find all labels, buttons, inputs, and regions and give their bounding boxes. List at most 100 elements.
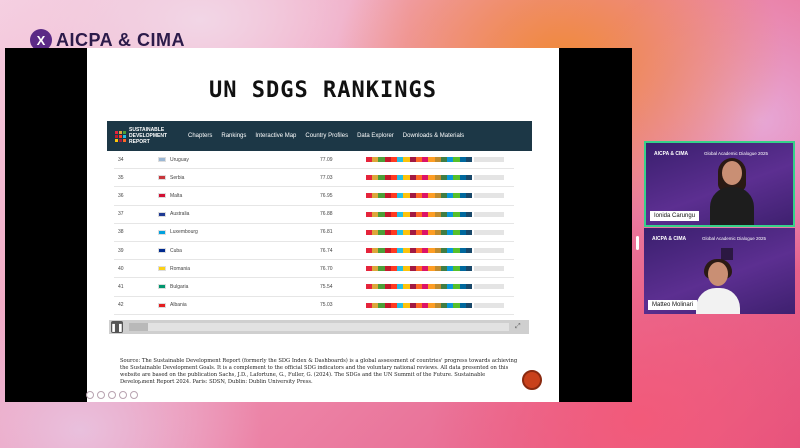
sdg-dashboard-bars <box>366 229 472 235</box>
video-controls: ❚❚ ⤢ <box>109 320 529 334</box>
screen-share-window: UN SDGS RANKINGS SUSTAINABLE DEVELOPMENT… <box>5 48 632 402</box>
country-cell: Romania <box>170 265 191 272</box>
aicpa-logo-icon: X <box>30 29 52 51</box>
nav-data-explorer[interactable]: Data Explorer <box>357 133 394 139</box>
slide-title: UN SDGS RANKINGS <box>209 78 437 103</box>
table-row: 41 Bulgaria 75.54 <box>114 278 514 297</box>
panel-resize-handle[interactable] <box>636 236 639 250</box>
pause-icon[interactable]: ❚❚ <box>110 321 124 333</box>
source-note: Source: The Sustainable Development Repo… <box>120 358 518 385</box>
sdg-dashboard-bars <box>366 284 472 290</box>
score-cell: 76.88 <box>320 211 333 218</box>
tile-event: Global Academic Dialogue 2025 <box>702 236 767 241</box>
toolbar-forward-icon[interactable] <box>97 391 105 399</box>
nav-country-profiles[interactable]: Country Profiles <box>305 133 349 139</box>
trend-bar <box>474 302 504 308</box>
rank-cell: 35 <box>118 174 124 181</box>
rank-cell: 36 <box>118 192 124 199</box>
rank-cell: 34 <box>118 156 124 163</box>
sdg-dots-icon <box>115 130 126 142</box>
sdr-navigation-bar: SUSTAINABLE DEVELOPMENT REPORT Chapters … <box>107 121 532 151</box>
rank-cell: 42 <box>118 302 124 309</box>
rank-cell: 41 <box>118 283 124 290</box>
trend-bar <box>474 248 504 254</box>
table-row: 40 Romania 76.70 <box>114 260 514 279</box>
trend-bar <box>474 266 504 272</box>
country-cell: Malta <box>170 192 183 199</box>
nav-rankings[interactable]: Rankings <box>221 133 247 139</box>
video-progress-fill <box>129 323 148 331</box>
table-row: 36 Malta 76.95 <box>114 187 514 206</box>
toolbar-pen-icon[interactable] <box>108 391 116 399</box>
country-cell: Albania <box>170 302 187 309</box>
table-row: 34 Uruguay 77.09 <box>114 151 514 170</box>
country-cell: Cuba <box>170 247 182 254</box>
trend-bar <box>474 193 504 199</box>
tile-event: Global Academic Dialogue 2025 <box>704 151 769 156</box>
score-cell: 76.70 <box>320 265 333 272</box>
trend-bar <box>474 175 504 181</box>
aicpa-cima-brand: X AICPA & CIMA <box>30 29 185 51</box>
rankings-table: 34 Uruguay 77.09 35 Serbia 77.03 36 Malta 76.95 3… <box>114 151 514 341</box>
tile-brand: AICPA & CIMA <box>654 151 689 157</box>
trend-bar <box>474 211 504 217</box>
sdg-dashboard-bars <box>366 211 472 217</box>
participant-name: Ionida Carungu <box>650 211 700 221</box>
score-cell: 75.03 <box>320 302 333 309</box>
flag-icon <box>158 157 166 163</box>
rank-cell: 40 <box>118 265 124 272</box>
participant-video <box>694 259 742 314</box>
table-row: 37 Australia 76.88 <box>114 206 514 224</box>
country-cell: Australia <box>170 211 190 218</box>
video-progress-track[interactable] <box>129 323 509 331</box>
flag-icon <box>158 284 166 290</box>
trend-bar <box>474 284 504 290</box>
score-cell: 76.81 <box>320 229 333 236</box>
flag-icon <box>158 266 166 272</box>
flag-icon <box>158 175 166 181</box>
toolbar-menu-icon[interactable] <box>130 391 138 399</box>
score-cell: 76.95 <box>320 192 333 199</box>
participant-tile-1[interactable]: AICPA & CIMA Global Academic Dialogue 20… <box>644 141 795 227</box>
country-cell: Uruguay <box>170 156 189 163</box>
sdg-dashboard-bars <box>366 175 472 181</box>
table-row: 38 Luxembourg 76.81 <box>114 224 514 242</box>
tile-brand: AICPA & CIMA <box>652 236 687 242</box>
wall-decor <box>721 248 733 260</box>
table-row: 42 Albania 75.03 <box>114 297 514 315</box>
country-cell: Luxembourg <box>170 229 198 236</box>
toolbar-back-icon[interactable] <box>86 391 94 399</box>
sdr-logo[interactable]: SUSTAINABLE DEVELOPMENT REPORT <box>107 127 179 145</box>
trend-bar <box>474 229 504 235</box>
record-icon[interactable] <box>522 370 542 390</box>
cursor-icon: ➤ <box>138 375 145 384</box>
score-cell: 76.74 <box>320 247 333 254</box>
flag-icon <box>158 211 166 217</box>
flag-icon <box>158 193 166 199</box>
participant-video <box>708 158 756 225</box>
toolbar-zoom-icon[interactable] <box>119 391 127 399</box>
participant-tile-2[interactable]: AICPA & CIMA Global Academic Dialogue 20… <box>644 228 795 314</box>
country-cell: Serbia <box>170 174 185 181</box>
participant-name: Matteo Molinari <box>648 300 698 310</box>
score-cell: 77.03 <box>320 174 333 181</box>
expand-icon[interactable]: ⤢ <box>515 323 521 330</box>
nav-interactive-map[interactable]: Interactive Map <box>255 133 297 139</box>
nav-chapters[interactable]: Chapters <box>188 133 213 139</box>
rank-cell: 37 <box>118 211 124 218</box>
slide-mini-toolbar <box>86 391 138 399</box>
trend-bar <box>474 157 504 163</box>
presentation-slide: UN SDGS RANKINGS SUSTAINABLE DEVELOPMENT… <box>87 48 559 402</box>
table-row: 39 Cuba 76.74 <box>114 242 514 261</box>
flag-icon <box>158 302 166 308</box>
brand-text: AICPA & CIMA <box>56 29 185 50</box>
score-cell: 75.54 <box>320 283 333 290</box>
rank-cell: 38 <box>118 229 124 236</box>
sdr-logo-text: SUSTAINABLE DEVELOPMENT REPORT <box>129 127 168 145</box>
table-row: 35 Serbia 77.03 <box>114 169 514 188</box>
nav-downloads-materials[interactable]: Downloads & Materials <box>402 133 465 139</box>
sdg-dashboard-bars <box>366 248 472 254</box>
sdg-dashboard-bars <box>366 266 472 272</box>
flag-icon <box>158 229 166 235</box>
flag-icon <box>158 248 166 254</box>
